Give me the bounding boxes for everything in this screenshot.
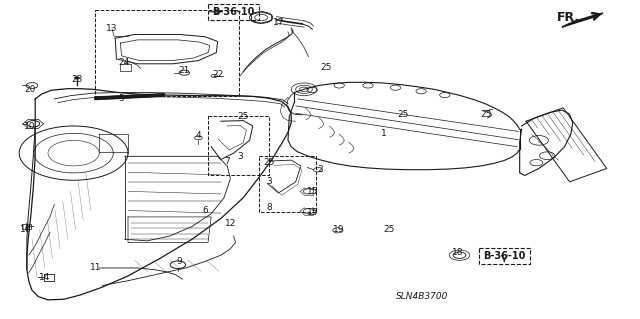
Text: 25: 25 bbox=[481, 110, 492, 119]
Text: B-36-10: B-36-10 bbox=[483, 251, 525, 261]
Text: 25: 25 bbox=[263, 158, 275, 167]
Text: 4: 4 bbox=[196, 131, 201, 140]
Text: 21: 21 bbox=[179, 66, 190, 75]
Text: 9: 9 bbox=[177, 257, 182, 266]
Text: 23: 23 bbox=[71, 75, 83, 84]
Text: 6: 6 bbox=[202, 206, 207, 215]
Text: 22: 22 bbox=[212, 70, 223, 79]
Text: 24: 24 bbox=[118, 58, 129, 67]
Text: SLN4B3700: SLN4B3700 bbox=[396, 292, 449, 301]
Text: 25: 25 bbox=[383, 225, 395, 234]
Text: 14: 14 bbox=[39, 273, 51, 282]
Text: 17: 17 bbox=[273, 19, 284, 27]
Text: 16: 16 bbox=[20, 225, 31, 234]
Text: 13: 13 bbox=[106, 24, 118, 33]
Text: B-36-10: B-36-10 bbox=[212, 7, 255, 17]
Text: 11: 11 bbox=[90, 263, 102, 272]
Text: FR.: FR. bbox=[557, 11, 580, 24]
Polygon shape bbox=[562, 13, 603, 27]
Text: 10: 10 bbox=[24, 122, 36, 130]
Text: 18: 18 bbox=[452, 248, 463, 256]
Text: 1: 1 bbox=[381, 130, 387, 138]
Text: 12: 12 bbox=[225, 219, 236, 228]
Text: 3: 3 bbox=[237, 152, 243, 161]
Text: 15: 15 bbox=[307, 187, 318, 196]
Text: 20: 20 bbox=[24, 85, 36, 94]
Text: 2: 2 bbox=[317, 165, 323, 174]
Circle shape bbox=[74, 77, 79, 79]
Text: 25: 25 bbox=[397, 110, 409, 119]
Text: 19: 19 bbox=[333, 225, 345, 234]
Text: 5: 5 bbox=[119, 94, 124, 103]
Text: 3: 3 bbox=[266, 177, 271, 186]
Text: 25: 25 bbox=[321, 63, 332, 72]
Text: 25: 25 bbox=[237, 112, 249, 121]
Text: 15: 15 bbox=[307, 208, 318, 217]
Text: 8: 8 bbox=[266, 203, 271, 212]
Text: 7: 7 bbox=[225, 157, 230, 166]
